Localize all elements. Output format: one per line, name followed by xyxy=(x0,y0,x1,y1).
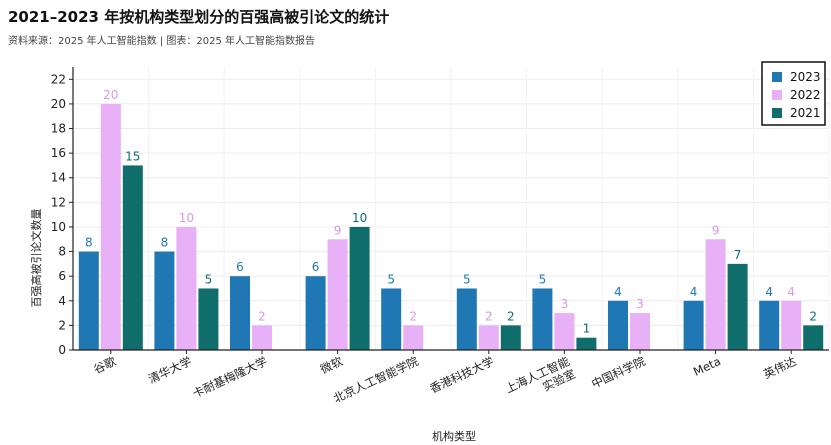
bar-2021 xyxy=(500,325,521,350)
legend-label-2022: 2022 xyxy=(790,88,821,102)
bar-2022 xyxy=(176,226,197,350)
bar-2022 xyxy=(630,313,650,350)
y-tick-label: 16 xyxy=(51,146,66,160)
bar-2023 xyxy=(532,288,553,350)
y-tick-label: 6 xyxy=(58,269,66,283)
y-tick-label: 20 xyxy=(51,97,66,111)
x-tick-label: 中国科学院 xyxy=(589,354,647,391)
y-tick-label: 2 xyxy=(58,318,66,332)
y-tick-label: 22 xyxy=(51,72,66,86)
bar-value-label: 9 xyxy=(712,223,720,237)
chart-title: 2021–2023 年按机构类型划分的百强高被引论文的统计 xyxy=(8,8,390,26)
bar-value-label: 5 xyxy=(387,272,395,286)
x-tick-label: 清华大学 xyxy=(146,354,194,386)
y-axis-label: 百强高被引论文数量 xyxy=(29,209,43,308)
bar-2021 xyxy=(576,337,597,350)
bar-value-label: 3 xyxy=(636,297,644,311)
legend: 2023 2022 2021 xyxy=(761,61,826,126)
bar-2021 xyxy=(727,263,748,350)
bar-value-label: 5 xyxy=(463,272,471,286)
bar-value-label: 2 xyxy=(258,309,266,323)
bar-2022 xyxy=(478,325,499,350)
x-tick-label: 香港科技大学 xyxy=(428,354,496,396)
bar-value-label: 4 xyxy=(690,285,698,299)
chart-subtitle: 资料来源：2025 年人工智能指数 | 图表：2025 年人工智能指数报告 xyxy=(8,36,315,47)
bar-value-label: 10 xyxy=(352,211,367,225)
bar-2022 xyxy=(781,300,802,350)
bar-value-label: 4 xyxy=(765,285,773,299)
bar-2023 xyxy=(683,300,704,350)
bar-2023 xyxy=(305,276,326,350)
x-tick-label: 谷歌 xyxy=(91,354,118,377)
bar-2021 xyxy=(803,325,824,350)
bar-value-label: 6 xyxy=(312,260,320,274)
bar-2023 xyxy=(154,251,175,350)
grid-lines xyxy=(72,67,830,351)
y-tick-label: 18 xyxy=(51,122,66,136)
bars xyxy=(78,103,824,350)
bar-value-label: 3 xyxy=(561,297,569,311)
legend-label-2021: 2021 xyxy=(790,106,821,120)
bar-2021 xyxy=(122,165,143,350)
x-axis-label: 机构类型 xyxy=(432,429,476,443)
x-tick-label: 微软 xyxy=(318,354,345,377)
x-tick-label: 上海人工智能实验室 xyxy=(503,354,578,409)
bar-2022 xyxy=(403,325,424,350)
bar-value-label: 2 xyxy=(507,309,515,323)
y-tick-label: 0 xyxy=(58,343,66,357)
y-tick-label: 10 xyxy=(51,220,66,234)
bar-value-label: 1 xyxy=(583,322,591,336)
legend-swatch-2021 xyxy=(772,108,782,118)
x-tick-label: 英伟达 xyxy=(761,354,799,381)
bar-2022 xyxy=(252,325,272,350)
bar-value-label: 6 xyxy=(236,260,244,274)
y-tick-label: 8 xyxy=(58,245,66,259)
bar-2022 xyxy=(100,103,121,350)
bar-value-label: 5 xyxy=(539,272,547,286)
axes xyxy=(72,67,829,351)
bar-value-label: 2 xyxy=(485,309,493,323)
y-tick-label: 14 xyxy=(51,171,66,185)
bar-2023 xyxy=(230,276,250,350)
x-tick-label: 卡耐基梅隆大学 xyxy=(190,354,269,401)
y-tick-label: 4 xyxy=(58,294,66,308)
bar-value-label: 8 xyxy=(85,236,93,250)
bar-2022 xyxy=(705,239,726,350)
bar-value-label: 2 xyxy=(409,309,417,323)
bar-value-label: 2 xyxy=(809,309,817,323)
bar-value-label: 4 xyxy=(787,285,795,299)
bar-value-label: 4 xyxy=(614,285,622,299)
bar-2023 xyxy=(759,300,780,350)
bar-2022 xyxy=(554,313,575,350)
bar-value-label: 10 xyxy=(179,211,194,225)
bar-2023 xyxy=(608,300,628,350)
bar-value-label: 15 xyxy=(125,149,140,163)
bar-value-label: 20 xyxy=(103,88,118,102)
bar-2023 xyxy=(78,251,99,350)
x-tick-label: 北京人工智能学院 xyxy=(331,354,421,406)
bar-value-label: 7 xyxy=(734,248,742,262)
bar-2023 xyxy=(456,288,477,350)
bar-2023 xyxy=(381,288,402,350)
legend-swatch-2022 xyxy=(772,90,782,100)
y-tick-label: 12 xyxy=(51,195,66,209)
bar-2021 xyxy=(349,226,370,350)
legend-label-2023: 2023 xyxy=(790,70,821,84)
bar-value-label: 8 xyxy=(161,236,169,250)
bar-value-label: 5 xyxy=(205,272,213,286)
bar-value-label: 9 xyxy=(334,223,342,237)
x-tick-label: Meta xyxy=(691,354,723,379)
bar-2021 xyxy=(198,288,219,350)
legend-swatch-2023 xyxy=(772,72,782,82)
y-tick-labels: 0 2 4 6 8 10 12 14 16 18 20 22 xyxy=(51,72,73,357)
bar-2022 xyxy=(327,239,348,350)
